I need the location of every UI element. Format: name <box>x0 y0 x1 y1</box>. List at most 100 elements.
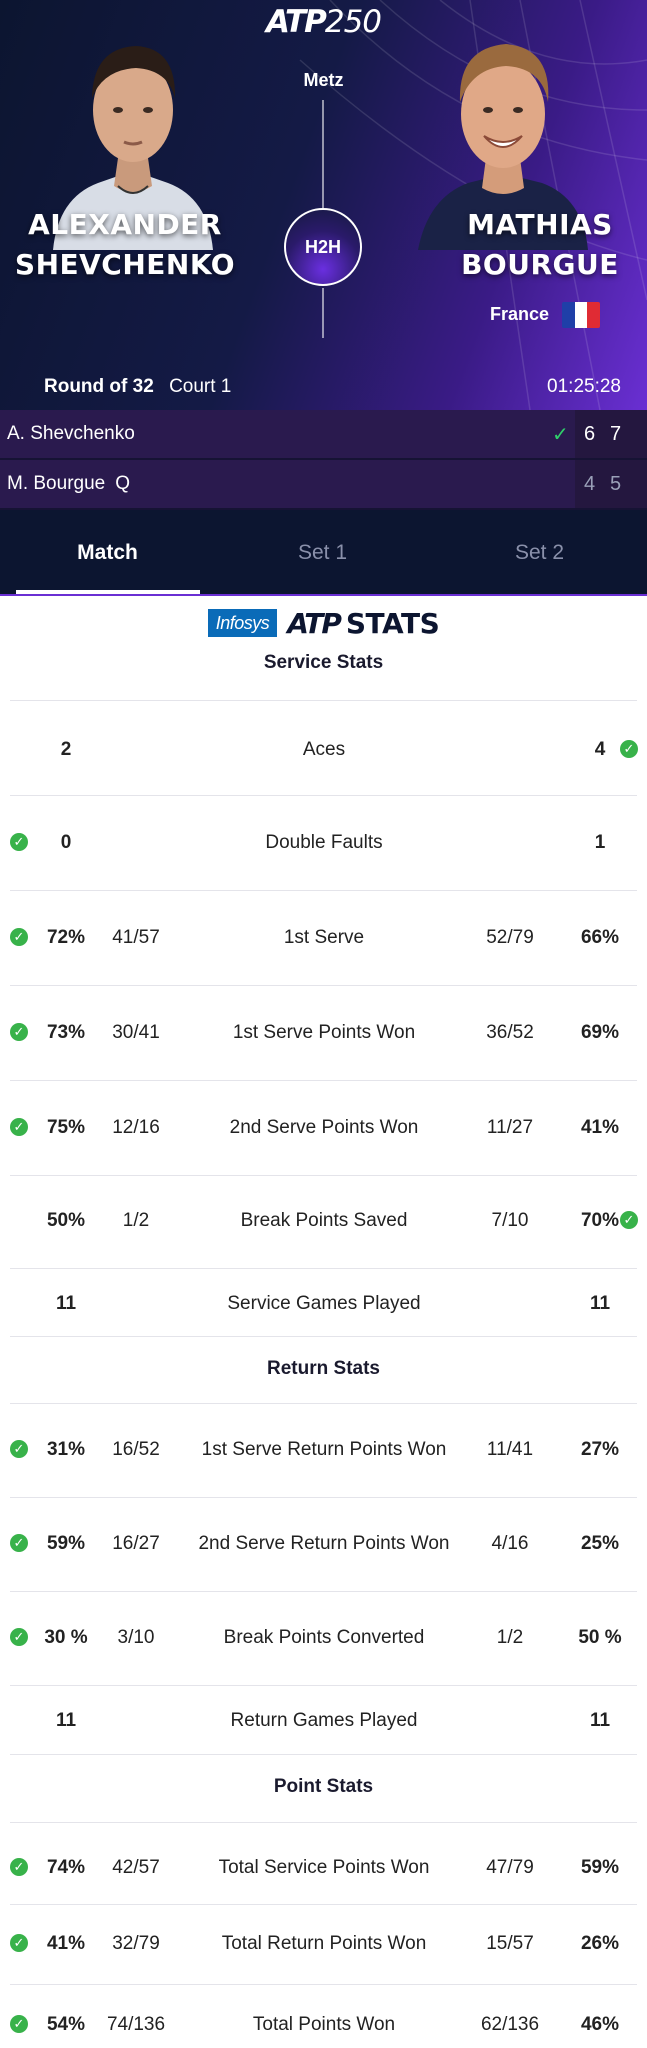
set1-score: 4 <box>584 472 596 495</box>
h2h-divider-top <box>322 100 324 208</box>
stat-label: Break Points Saved <box>240 1210 408 1231</box>
stat-left-value: 59% <box>46 1533 86 1554</box>
scoreboard-player-name: A. Shevchenko <box>7 423 135 444</box>
stat-right-fraction: 36/52 <box>486 1022 534 1043</box>
stat-left-fraction: 12/16 <box>112 1117 160 1138</box>
tournament-city: Metz <box>303 70 344 90</box>
scoreboard-row-player-right: M. Bourgue Q 4 5 <box>0 460 647 508</box>
player-photo-left <box>48 18 218 250</box>
check-icon: ✓ <box>10 1118 28 1136</box>
check-icon: ✓ <box>620 740 638 758</box>
stat-row: ✓ 74% 42/57 Total Service Points Won 47/79 59… <box>0 1848 647 1888</box>
logo-tier-text: 250 <box>324 4 382 40</box>
player-left-last-name: SHEVCHENKO <box>14 248 236 281</box>
stat-label: 1st Serve <box>283 927 365 948</box>
section-title-return: Return Stats <box>267 1358 380 1379</box>
section-title-service: Service Stats <box>263 652 384 673</box>
stat-right-value: 69% <box>580 1022 620 1043</box>
check-icon: ✓ <box>10 1534 28 1552</box>
logo-atp-text: ATP <box>265 4 327 40</box>
stat-row: ✓ 31% 16/52 1st Serve Return Points Won 11/4… <box>0 1430 647 1470</box>
stat-row: 2 Aces 4 ✓ <box>0 730 647 770</box>
h2h-divider-bottom <box>322 288 324 338</box>
qualifier-tag: Q <box>115 473 131 494</box>
winner-check-icon: ✓ <box>552 424 569 446</box>
h2h-button[interactable]: H2H <box>284 208 362 286</box>
match-duration: 01:25:28 <box>547 376 621 397</box>
divider <box>10 1984 637 1985</box>
tab-set-2[interactable]: Set 2 <box>514 541 565 564</box>
stat-left-value: 11 <box>55 1293 77 1314</box>
stat-left-value: 73% <box>46 1022 86 1043</box>
player-left-first-name: ALEXANDER <box>28 208 222 241</box>
divider <box>10 890 637 891</box>
player-name-left[interactable]: ALEXANDER SHEVCHENKO <box>10 205 240 285</box>
stat-right-fraction: 4/16 <box>491 1533 529 1554</box>
player-name-right[interactable]: MATHIAS BOURGUE <box>425 205 647 285</box>
stat-label: Service Games Played <box>227 1293 421 1314</box>
divider <box>10 1268 637 1269</box>
divider <box>10 985 637 986</box>
stat-left-fraction: 42/57 <box>112 1857 160 1878</box>
atp250-logo: ATP250 <box>0 4 647 40</box>
stat-left-fraction: 41/57 <box>112 927 160 948</box>
active-tab-indicator <box>16 590 200 595</box>
stat-right-fraction: 52/79 <box>486 927 534 948</box>
set2-score: 7 <box>610 422 622 445</box>
france-flag-icon <box>562 302 600 328</box>
stat-right-value: 4 <box>594 739 606 760</box>
stat-left-fraction: 16/27 <box>112 1533 160 1554</box>
stat-label: Break Points Converted <box>223 1627 425 1648</box>
check-icon: ✓ <box>10 1023 28 1041</box>
check-icon: ✓ <box>10 1858 28 1876</box>
set1-score: 6 <box>584 422 596 445</box>
check-icon: ✓ <box>10 2015 28 2033</box>
stat-row: ✓ 54% 74/136 Total Points Won 62/136 46% <box>0 2005 647 2045</box>
stat-left-value: 74% <box>46 1857 86 1878</box>
check-icon: ✓ <box>10 1440 28 1458</box>
stat-left-value: 41% <box>46 1933 86 1954</box>
tab-bar-border <box>0 594 647 596</box>
stat-right-fraction: 15/57 <box>486 1933 534 1954</box>
section-title-point: Point Stats <box>273 1776 374 1797</box>
stat-label: 1st Serve Return Points Won <box>201 1439 447 1460</box>
stat-right-value: 27% <box>580 1439 620 1460</box>
stat-right-value: 50 % <box>578 1627 622 1648</box>
stat-label: Total Return Points Won <box>221 1933 427 1954</box>
stat-right-value: 11 <box>589 1710 611 1731</box>
player-right-last-name: BOURGUE <box>461 248 619 281</box>
stat-right-value: 41% <box>580 1117 620 1138</box>
stat-right-fraction: 62/136 <box>480 2014 540 2035</box>
infosys-atp-stats-logo: Infosys ATP STATS <box>0 606 647 640</box>
stat-left-fraction: 74/136 <box>106 2014 166 2035</box>
scoreboard-player-name: M. Bourgue Q <box>7 473 130 495</box>
check-icon: ✓ <box>10 1934 28 1952</box>
stat-row: 11 Return Games Played 11 <box>0 1701 647 1741</box>
stat-right-value: 25% <box>580 1533 620 1554</box>
check-icon: ✓ <box>10 833 28 851</box>
check-icon: ✓ <box>10 1628 28 1646</box>
stat-label: Return Games Played <box>230 1710 418 1731</box>
stat-right-value: 1 <box>594 832 606 853</box>
stat-label: Double Faults <box>265 832 383 853</box>
divider <box>10 1336 637 1337</box>
stat-label: Total Service Points Won <box>218 1857 430 1878</box>
stat-right-value: 66% <box>580 927 620 948</box>
divider <box>10 1822 637 1823</box>
stat-left-value: 0 <box>60 832 72 853</box>
match-hero: ATP250 Metz <box>0 0 647 410</box>
tab-set-1[interactable]: Set 1 <box>297 541 348 564</box>
tab-match[interactable]: Match <box>77 541 138 564</box>
divider <box>10 1497 637 1498</box>
stat-label: 2nd Serve Return Points Won <box>198 1533 450 1554</box>
stat-left-value: 75% <box>46 1117 86 1138</box>
stat-label: 1st Serve Points Won <box>232 1022 416 1043</box>
stat-left-value: 11 <box>55 1710 77 1731</box>
player-photo-right <box>418 18 588 250</box>
stat-row: ✓ 59% 16/27 2nd Serve Return Points Won 4/16… <box>0 1524 647 1564</box>
stat-right-fraction: 11/27 <box>486 1117 534 1138</box>
stat-row: 50% 1/2 Break Points Saved 7/10 70% ✓ <box>0 1201 647 1241</box>
stat-left-fraction: 3/10 <box>117 1627 155 1648</box>
divider <box>10 1754 637 1755</box>
stat-left-fraction: 16/52 <box>112 1439 160 1460</box>
